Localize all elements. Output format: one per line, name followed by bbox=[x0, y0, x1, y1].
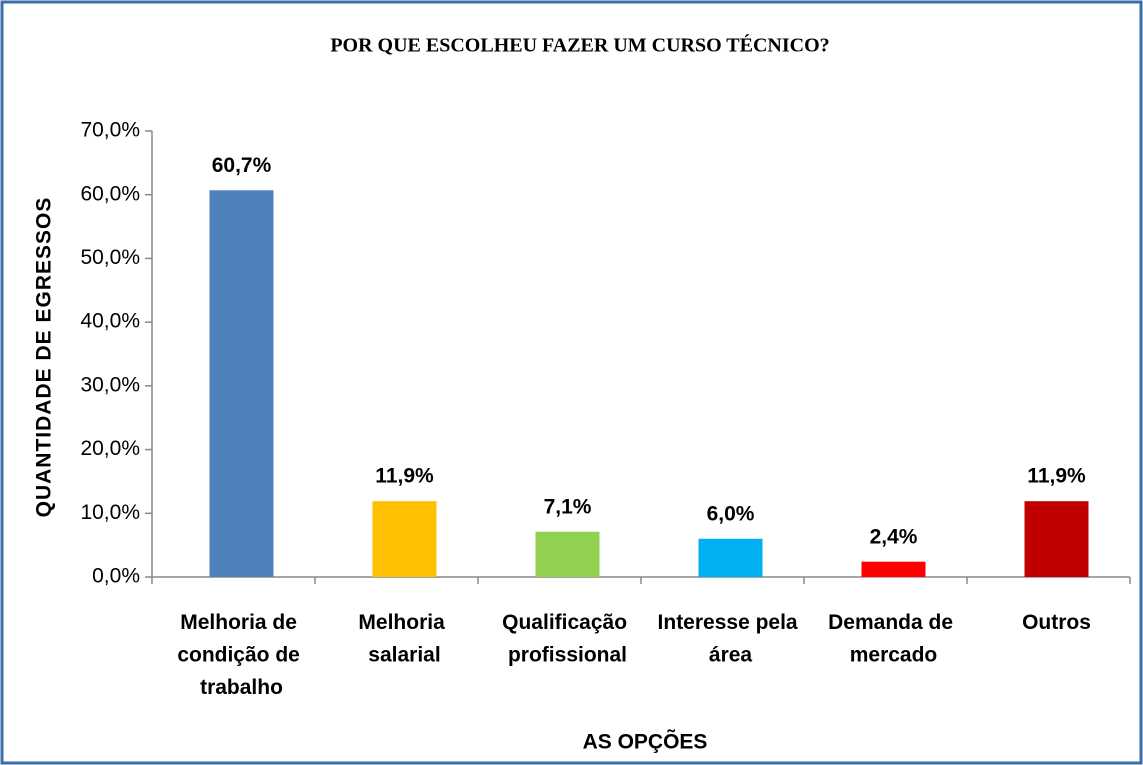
chart-title: POR QUE ESCOLHEU FAZER UM CURSO TÉCNICO? bbox=[330, 34, 829, 57]
data-label: 2,4% bbox=[870, 525, 918, 548]
x-tick-label: Qualificação profissional bbox=[502, 611, 633, 667]
y-tick-label: 0,0% bbox=[92, 565, 140, 588]
x-axis-title: AS OPÇÕES bbox=[583, 730, 708, 754]
x-tick-label: Melhoria salarial bbox=[358, 611, 450, 667]
bar bbox=[535, 531, 600, 577]
bar bbox=[209, 190, 274, 578]
y-tick-label: 40,0% bbox=[80, 310, 140, 333]
y-tick-label: 20,0% bbox=[80, 437, 140, 460]
bar bbox=[372, 501, 437, 577]
bar bbox=[1024, 501, 1089, 577]
data-label: 60,7% bbox=[212, 154, 272, 177]
y-tick-label: 70,0% bbox=[80, 119, 140, 142]
x-tick-label: Outros bbox=[1022, 611, 1091, 634]
y-tick-label: 30,0% bbox=[80, 373, 140, 396]
y-axis-title: QUANTIDADE DE EGRESSOS bbox=[33, 197, 56, 518]
data-label: 11,9% bbox=[1027, 465, 1086, 488]
bar bbox=[698, 538, 763, 577]
x-tick-label: Interesse pela área bbox=[658, 611, 804, 667]
y-tick-label: 50,0% bbox=[80, 246, 140, 269]
y-tick-label: 10,0% bbox=[80, 501, 140, 524]
data-label: 11,9% bbox=[375, 465, 434, 488]
x-tick-label: Demanda de mercado bbox=[828, 611, 959, 667]
data-label: 7,1% bbox=[544, 495, 592, 518]
x-tick-label: Melhoria de condição de trabalho bbox=[177, 611, 305, 699]
y-tick-label: 60,0% bbox=[80, 182, 140, 205]
data-label: 6,0% bbox=[707, 502, 755, 525]
bar bbox=[861, 561, 926, 577]
